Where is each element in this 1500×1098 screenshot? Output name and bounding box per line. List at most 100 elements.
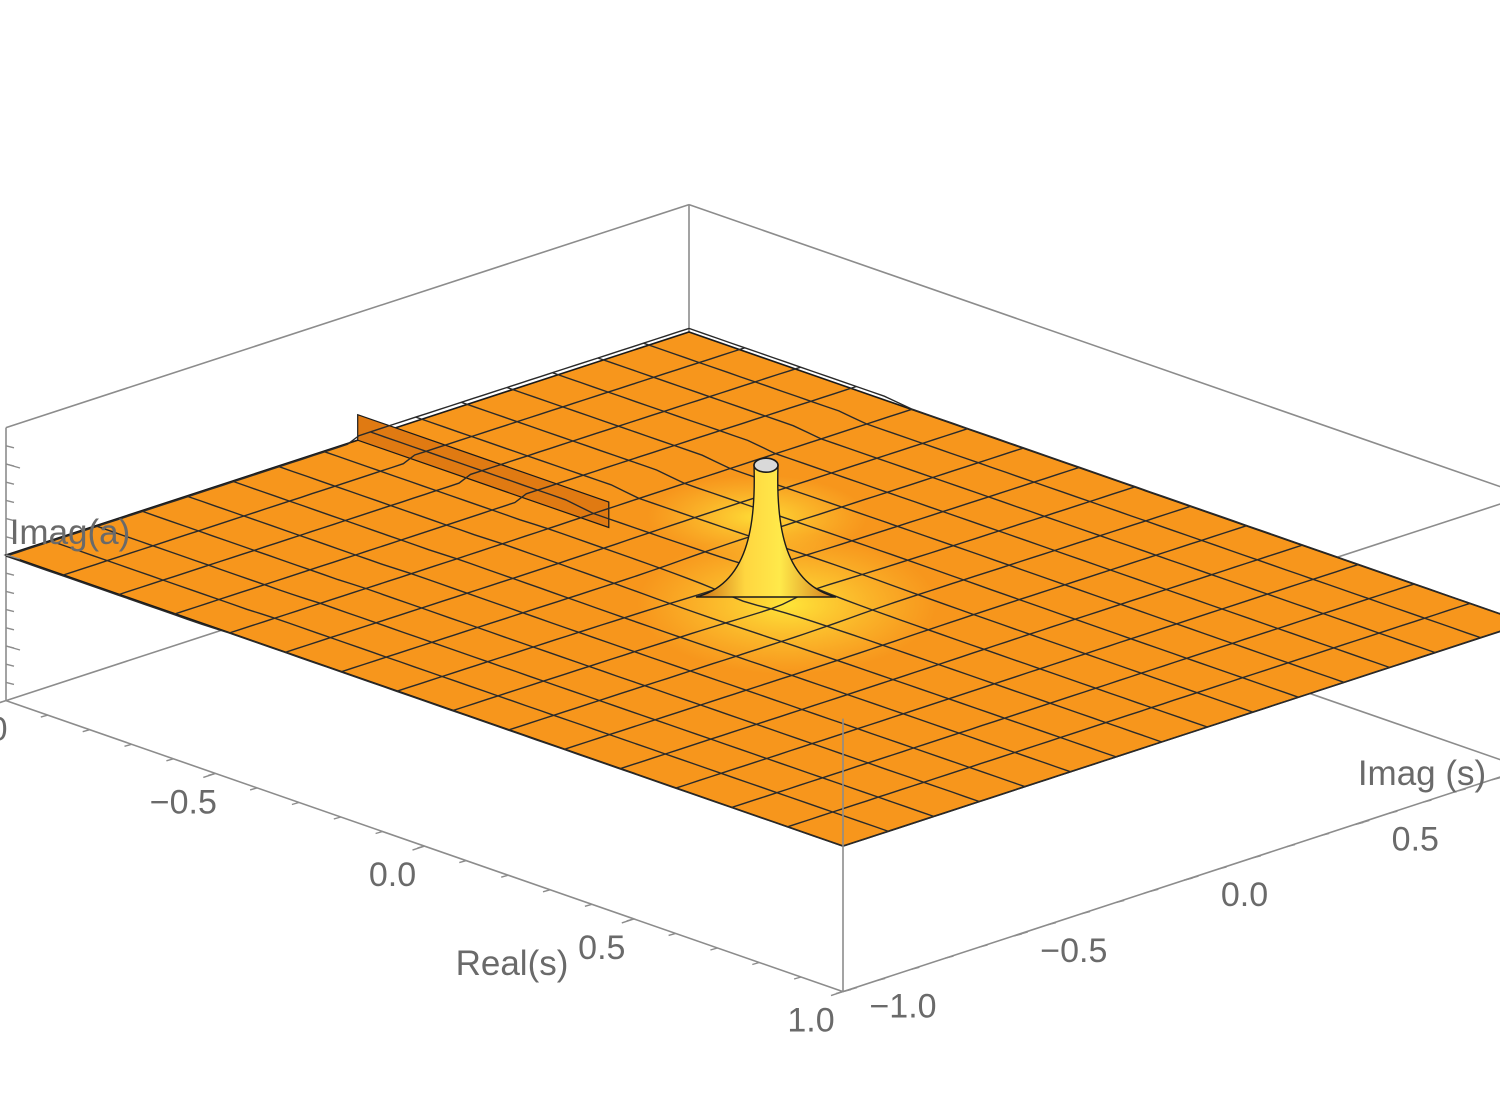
- x-minor-tick: [501, 874, 509, 878]
- mesh-line: [688, 327, 1500, 615]
- x-minor-tick: [835, 990, 844, 995]
- z-minor-tick: [5, 517, 15, 522]
- x-minor-tick: [668, 932, 676, 937]
- mesh-line: [552, 372, 1390, 669]
- box-edge: [688, 203, 1500, 488]
- axis-ticks: [0, 445, 1500, 997]
- x-minor-tick: [166, 758, 174, 762]
- z-minor-tick: [5, 499, 15, 504]
- mesh-line: [563, 524, 1248, 751]
- y-minor-tick: [1047, 922, 1057, 926]
- mesh-line: [96, 525, 935, 818]
- z-minor-tick: [5, 681, 15, 686]
- mesh-line: [51, 540, 889, 833]
- x-minor-tick: [208, 772, 216, 777]
- y-minor-tick: [945, 955, 954, 959]
- x-minor-tick: [0, 699, 7, 704]
- z-minor-tick: [5, 645, 15, 649]
- x-tick-label: 1.0: [787, 1002, 834, 1040]
- mesh-line: [597, 357, 1436, 654]
- z-minor-tick: [5, 663, 15, 667]
- x-minor-tick: [291, 801, 300, 806]
- x-minor-tick: [752, 961, 760, 966]
- x-minor-tick: [124, 743, 132, 747]
- surface: [3, 327, 1500, 847]
- mesh-line: [507, 505, 1192, 731]
- z-minor-tick: [5, 554, 15, 558]
- z-minor-tick: [5, 590, 15, 595]
- x-minor-tick: [249, 787, 258, 791]
- y-minor-tick: [1013, 933, 1022, 937]
- z-minor-tick: [5, 481, 15, 485]
- x-minor-tick: [82, 729, 90, 733]
- y-tick-label: −1.0: [869, 988, 936, 1026]
- mesh-line: [61, 347, 746, 577]
- mesh-line: [228, 408, 913, 634]
- y-minor-tick: [876, 977, 886, 982]
- z-minor-tick: [5, 572, 15, 576]
- x-minor-tick: [40, 714, 48, 718]
- axis-tick-labels: −1.0−0.50.00.51.0−1.0−0.50.00.51.050−5: [0, 711, 1439, 1040]
- y-tick-label: 0.5: [1392, 820, 1439, 858]
- x-tick-label: −1.0: [0, 711, 8, 749]
- y-minor-tick: [911, 966, 920, 970]
- y-tick-label: 0.0: [1221, 876, 1268, 914]
- z-minor-tick: [5, 463, 15, 467]
- x-minor-tick: [417, 845, 425, 849]
- mesh-line: [786, 602, 1471, 828]
- y-minor-tick: [979, 944, 988, 948]
- mesh-line: [324, 451, 1162, 743]
- z-axis-label: Imag(a): [10, 513, 131, 552]
- x-minor-tick: [333, 816, 341, 820]
- y-minor-tick: [1286, 843, 1296, 848]
- y-minor-tick: [1184, 877, 1193, 881]
- x-minor-tick: [710, 947, 718, 951]
- mesh-line: [5, 555, 844, 847]
- mesh-line: [187, 495, 1026, 788]
- y-axis-label: Imag (s): [1358, 754, 1486, 793]
- mesh-line: [117, 366, 801, 596]
- mesh-line: [452, 486, 1136, 712]
- x-minor-tick: [584, 903, 593, 907]
- x-minor-tick: [542, 889, 551, 893]
- y-minor-tick: [1116, 899, 1125, 904]
- mesh-line: [233, 480, 1071, 773]
- x-minor-tick: [793, 976, 802, 980]
- y-minor-tick: [1423, 799, 1432, 803]
- mesh-line: [5, 327, 690, 557]
- mesh-line: [461, 401, 1299, 698]
- mesh-line: [506, 386, 1345, 683]
- mesh-line: [842, 630, 1500, 847]
- mesh-line: [675, 563, 1359, 789]
- mesh-line: [340, 447, 1025, 673]
- x-minor-tick: [375, 830, 383, 835]
- mesh-line: [278, 466, 1117, 758]
- y-minor-tick: [1218, 866, 1227, 870]
- x-tick-label: −0.5: [150, 783, 217, 821]
- mesh-line: [284, 427, 969, 654]
- z-minor-tick: [5, 445, 15, 449]
- y-minor-tick: [1355, 821, 1364, 826]
- x-tick-label: 0.0: [369, 856, 416, 894]
- mesh-line: [173, 385, 857, 616]
- mesh-line: [619, 544, 1304, 770]
- x-minor-tick: [459, 859, 467, 864]
- mesh-line: [142, 510, 980, 803]
- pole-glow: [636, 534, 937, 675]
- y-minor-tick: [1457, 788, 1466, 792]
- x-minor-tick: [626, 918, 634, 922]
- y-minor-tick: [1491, 777, 1500, 781]
- mesh-line: [731, 583, 1415, 809]
- mesh-line: [643, 342, 1481, 639]
- mesh-line: [415, 416, 1254, 713]
- z-minor-tick: [5, 608, 15, 613]
- x-axis-label: Real(s): [456, 944, 569, 983]
- y-minor-tick: [1252, 855, 1261, 859]
- y-minor-tick: [1389, 810, 1398, 814]
- x-tick-label: 0.5: [578, 929, 625, 967]
- y-minor-tick: [1081, 910, 1091, 915]
- y-minor-tick: [1150, 888, 1159, 892]
- z-minor-tick: [5, 536, 15, 540]
- z-minor-tick: [5, 627, 15, 631]
